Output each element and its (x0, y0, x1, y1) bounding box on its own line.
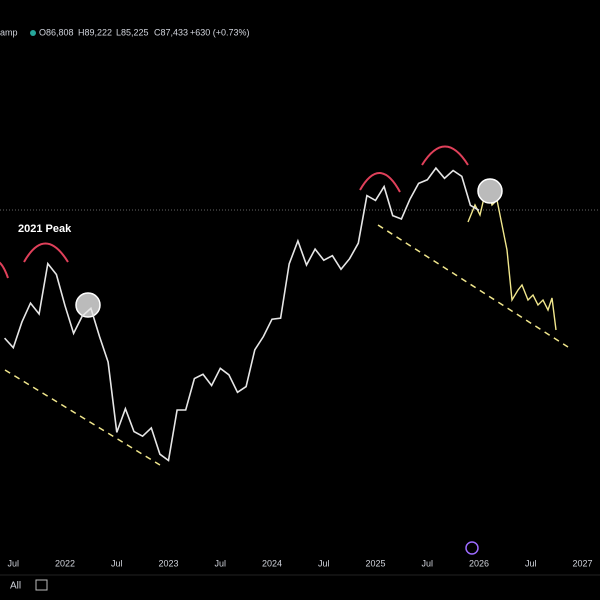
x-tick-label: 2025 (365, 558, 385, 568)
arc (421, 145, 469, 166)
marker-circle (75, 292, 101, 318)
calendar-icon[interactable] (35, 579, 48, 591)
open: O86,808 (39, 27, 74, 37)
x-tick-label: 2026 (469, 558, 489, 568)
x-tick-label: Jul (525, 558, 537, 568)
marker-circle (477, 178, 503, 204)
x-tick-label: 2024 (262, 558, 282, 568)
x-tick-label: Jul (7, 558, 19, 568)
low: L85,225 (116, 27, 149, 37)
price-line-series (4, 166, 480, 462)
status-dot (30, 30, 36, 36)
x-tick-label: 2022 (55, 558, 75, 568)
x-tick-label: Jul (421, 558, 433, 568)
arc (23, 242, 69, 263)
x-tick-label: 2027 (572, 558, 592, 568)
change: +630 (+0.73%) (190, 27, 250, 37)
x-tick-label: Jul (318, 558, 330, 568)
annotation: 2021 Peak (18, 223, 72, 235)
trend-line (4, 369, 161, 466)
x-tick-label: 2023 (158, 558, 178, 568)
symbol: amp (0, 27, 18, 37)
arc (359, 172, 401, 193)
trend-line (377, 224, 569, 348)
close: C87,433 (154, 27, 188, 37)
x-tick-label: Jul (111, 558, 123, 568)
x-tick-label: Jul (214, 558, 226, 568)
high: H89,222 (78, 27, 112, 37)
event-icon[interactable] (465, 541, 479, 555)
arc (0, 261, 9, 279)
range-button[interactable]: All (10, 581, 21, 592)
